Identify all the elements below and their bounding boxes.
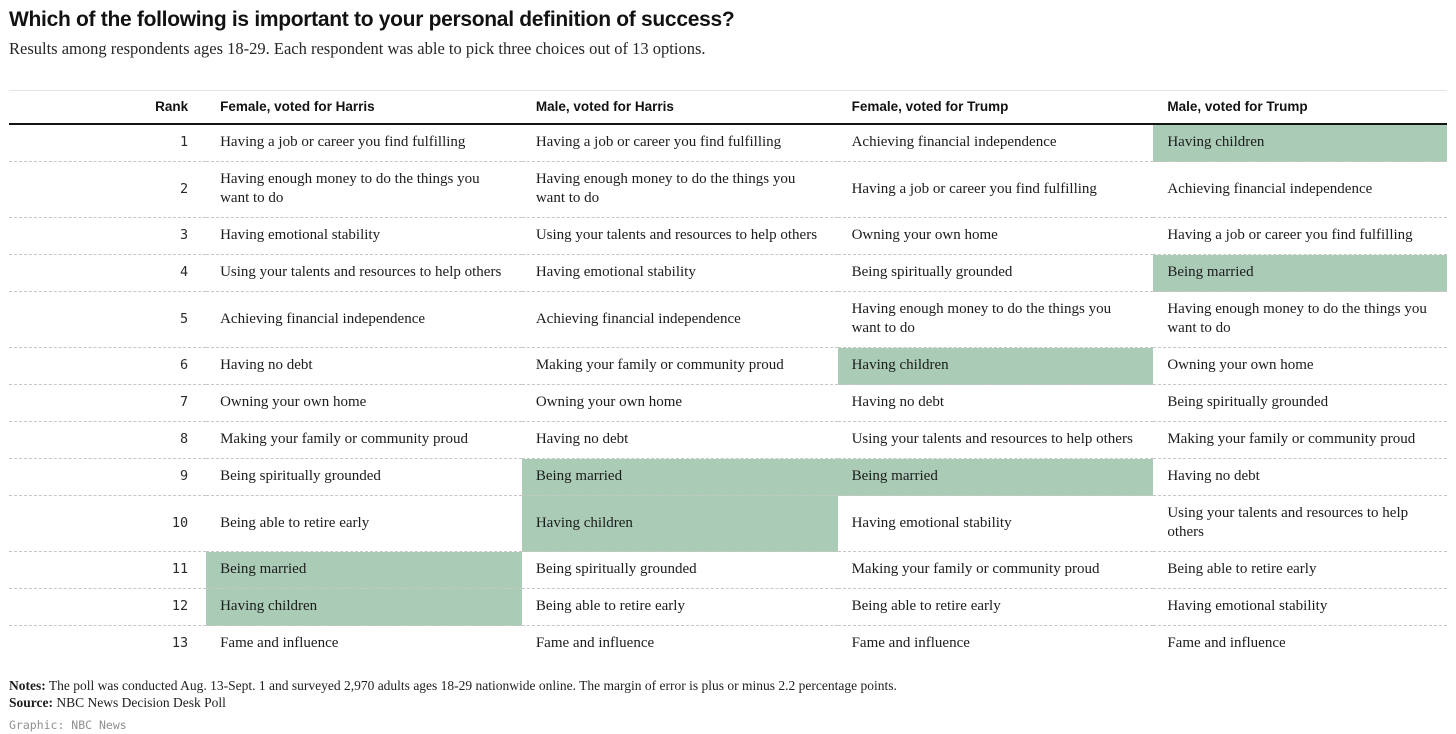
table-row: 12 Having children Being able to retire ea… [9,588,1447,626]
option-cell: Being spiritually grounded [1153,384,1447,422]
option-cell: Making your family or community proud [206,421,522,459]
notes-line: Notes: The poll was conducted Aug. 13-Se… [9,677,1447,694]
table-row: 7 Owning your own home Owning your own hom… [9,384,1447,422]
option-cell: Achieving financial independence [521,291,838,348]
rank-cell: 4 [9,254,207,292]
option-cell: Making your family or community proud [1153,421,1447,459]
option-cell: Being spiritually grounded [521,551,838,589]
option-cell: Having no debt [837,384,1154,422]
option-cell: Having a job or career you find fulfilli… [535,134,782,150]
notes-text: The poll was conducted Aug. 13-Sept. 1 a… [45,678,897,693]
rank-cell: 9 [9,458,207,496]
option-cell: Having a job or career you find fulfilli… [837,161,1154,218]
rank-cell: 13 [9,625,207,662]
option-cell: Being able to retire early [521,588,838,626]
rank-column-header: Rank [9,90,207,125]
option-cell: Being able to retire early [837,588,1154,626]
table-row: 2 Having enough money to do the things yo… [9,161,1447,218]
footer: Notes: The poll was conducted Aug. 13-Se… [9,677,1447,734]
option-cell: Having enough money to do the things you… [206,161,522,218]
option-cell-highlighted: Having children [206,588,522,626]
option-cell: Achieving financial independence [206,291,522,348]
option-cell: Achieving financial independence [1153,161,1447,218]
table-row: 3 Having emotional stability Using your ta… [9,217,1447,255]
rank-cell: 5 [9,291,207,348]
option-cell-highlighted: Being married [521,458,838,496]
table-row: 8 Making your family or community proud Ha… [9,421,1447,459]
option-cell: Fame and influence [206,625,522,662]
option-cell: Using your talents and resources to help… [1153,495,1447,552]
option-cell-highlighted: Having children [521,495,838,552]
option-cell: Using your talents and resources to help… [521,217,838,255]
table-row: 13 Fame and influence Fame and influence Fa… [9,625,1447,662]
table-row: 6 Having no debt Making your family or com… [9,347,1447,385]
option-cell-highlighted: Being married [1153,254,1447,292]
option-cell: Having enough money to do the things you… [521,161,838,218]
option-cell-highlighted: Having children [837,347,1154,385]
success-table: Rank Female, voted for Harris Male, voted … [9,90,1447,662]
option-cell: Owning your own home [206,384,522,422]
option-cell: Fame and influence [837,625,1154,662]
table-row: 1 Having a job or career you find fulfill… [9,124,1447,162]
table-row: 10 Being able to retire early Having child… [9,495,1447,552]
option-cell: Being spiritually grounded [837,254,1154,292]
column-header: Male, voted for Trump [1153,90,1447,125]
option-cell: Fame and influence [521,625,838,662]
graphic-credit: Graphic: NBC News [9,718,127,732]
notes-label: Notes: [9,678,46,693]
option-cell: Having emotional stability [521,254,838,292]
option-cell: Owning your own home [521,384,838,422]
option-cell-highlighted: Being married [206,551,522,589]
source-text: NBC News Decision Desk Poll [53,695,226,710]
option-cell: Owning your own home [1153,347,1447,385]
option-cell: Being spiritually grounded [206,458,522,496]
option-cell: Having a job or career you find fulfilli… [1153,217,1447,255]
table-body: 1 Having a job or career you find fulfill… [9,124,1447,662]
column-header: Female, voted for Harris [206,90,522,125]
source-label: Source: [9,695,53,710]
option-cell: Having a job or career you find fulfilli… [220,134,466,150]
option-cell: Having no debt [1153,458,1447,496]
rank-cell: 8 [9,421,207,459]
option-cell: Having enough money to do the things you… [837,291,1154,348]
option-cell: Being able to retire early [206,495,522,552]
option-cell-highlighted: Being married [837,458,1154,496]
rank-cell: 10 [9,495,207,552]
page-subtitle: Results among respondents ages 18-29. Ea… [9,39,706,58]
rank-cell: 1 [179,134,189,150]
option-cell: Making your family or community proud [837,551,1154,589]
option-cell: Achieving financial independence [851,134,1057,150]
option-cell: Being able to retire early [1153,551,1447,589]
table-row: 11 Being married Being spiritually grounde… [9,551,1447,589]
rank-cell: 12 [9,588,207,626]
option-cell: Using your talents and resources to help… [837,421,1154,459]
option-cell-highlighted: Having children [1153,124,1447,162]
table-row: 4 Using your talents and resources to hel… [9,254,1447,292]
table-row: 5 Achieving financial independence Achievi… [9,291,1447,348]
table-row: 9 Being spiritually grounded Being married… [9,458,1447,496]
option-cell: Having emotional stability [837,495,1154,552]
option-cell: Making your family or community proud [521,347,838,385]
rank-cell: 3 [9,217,207,255]
option-cell: Owning your own home [837,217,1154,255]
option-cell: Having no debt [206,347,522,385]
rank-cell: 6 [9,347,207,385]
table-header-row: Rank Female, voted for Harris Male, voted … [9,90,1447,125]
option-cell: Having enough money to do the things you… [1153,291,1447,348]
rank-cell: 11 [9,551,207,589]
column-header: Male, voted for Harris [521,90,838,125]
rank-cell: 7 [9,384,207,422]
source-line: Source: NBC News Decision Desk Poll [9,694,1447,711]
option-cell: Using your talents and resources to help… [206,254,522,292]
column-header: Female, voted for Trump [837,90,1154,125]
rank-cell: 2 [9,161,207,218]
option-cell: Fame and influence [1153,625,1447,662]
page-title: Which of the following is important to y… [9,8,735,31]
option-cell: Having emotional stability [1153,588,1447,626]
option-cell: Having emotional stability [206,217,522,255]
option-cell: Having no debt [521,421,838,459]
